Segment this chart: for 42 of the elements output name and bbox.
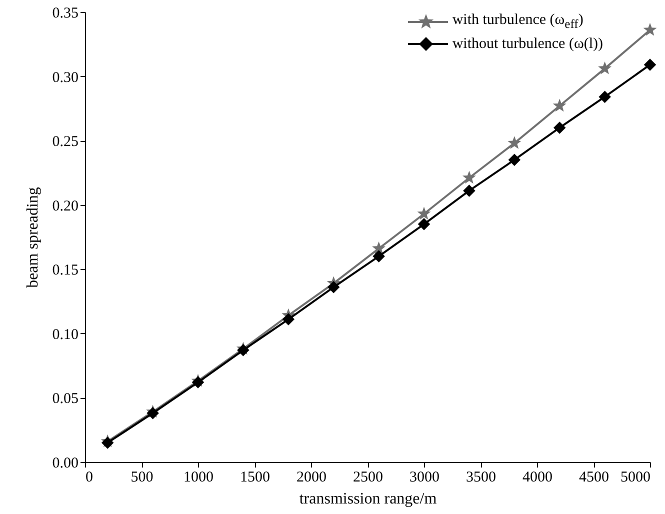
point <box>417 206 431 220</box>
x-tick-label: 3500 <box>466 470 496 486</box>
point <box>418 218 430 230</box>
x-tick-label: 500 <box>130 470 154 486</box>
point <box>372 250 385 262</box>
x-tick-label: 4500 <box>579 470 609 486</box>
point <box>192 376 204 388</box>
legend-label: without turbulence (ω(l)) <box>452 35 603 54</box>
point <box>462 170 476 184</box>
point <box>237 344 250 356</box>
point <box>598 90 611 103</box>
y-tick-label: 0.35 <box>52 6 78 22</box>
y-tick-label: 0.25 <box>52 134 78 150</box>
x-tick-label: 0 <box>86 470 93 486</box>
point <box>552 98 566 112</box>
point <box>644 58 656 71</box>
point <box>508 136 522 149</box>
x-tick-label: 2000 <box>296 470 326 486</box>
x-tick-label: 1500 <box>240 470 270 486</box>
point <box>598 62 612 74</box>
point <box>146 407 159 420</box>
x-tick-label: 5000 <box>620 470 650 486</box>
point <box>282 313 295 326</box>
point <box>508 154 521 166</box>
point <box>463 184 476 197</box>
x-tick-label: 2500 <box>353 470 383 486</box>
y-tick-label: 0.30 <box>52 70 78 86</box>
y-tick-label: 0.00 <box>52 456 78 472</box>
point <box>643 22 657 36</box>
x-axis-title: transmission range/m <box>299 490 438 508</box>
y-tick-label: 0.05 <box>52 391 78 408</box>
y-axis-title: beam spreading <box>24 187 42 288</box>
y-tick-label: 0.10 <box>52 326 78 343</box>
point <box>327 281 340 294</box>
x-tick-label: 1000 <box>184 470 214 486</box>
point <box>553 122 566 134</box>
y-tick-label: 0.15 <box>52 262 78 279</box>
x-tick-label: 4000 <box>522 470 552 486</box>
x-tick-label: 3000 <box>410 470 440 486</box>
legend-label: with turbulence (ω$_{eff}$) <box>452 11 584 33</box>
point <box>101 436 114 449</box>
y-tick-label: 0.20 <box>52 198 78 214</box>
